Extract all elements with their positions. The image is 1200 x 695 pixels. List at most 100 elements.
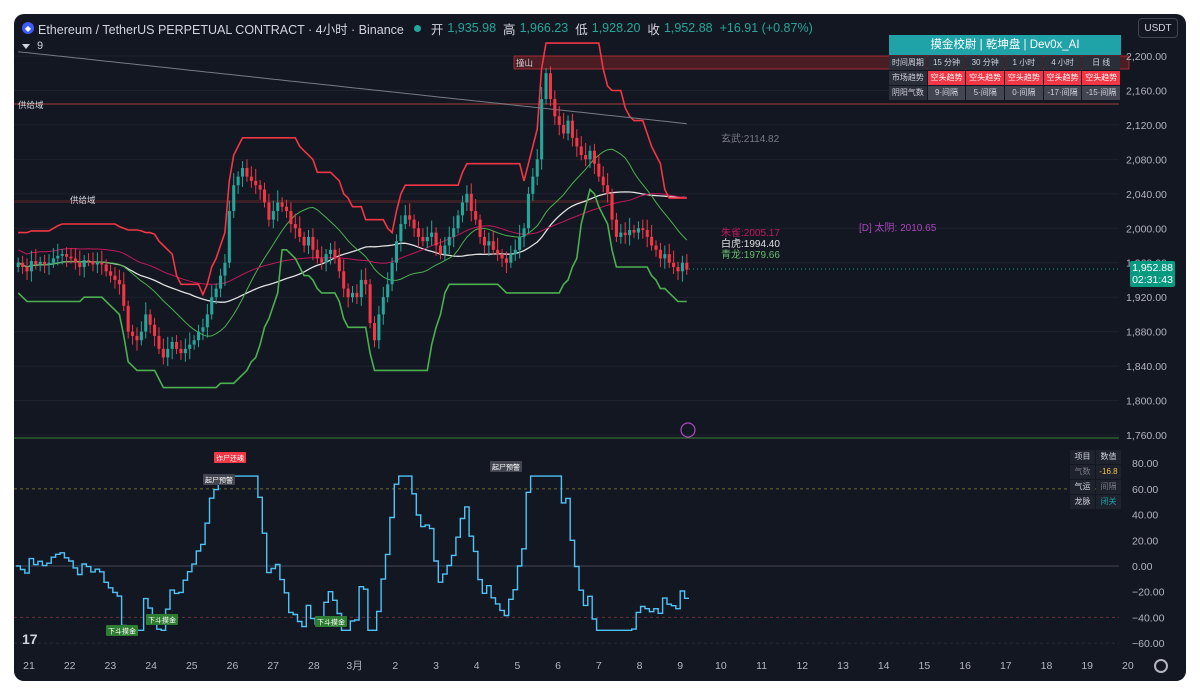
candle-body <box>465 193 469 203</box>
sub-table-key: 气数 <box>1070 465 1095 479</box>
time-tick-label: 23 <box>105 660 117 672</box>
candle-body <box>324 254 328 263</box>
candle-body <box>320 258 324 263</box>
time-tick-label: 4 <box>474 660 480 672</box>
open-value: 1,935.98 <box>447 21 497 35</box>
zone-label: 供给域 <box>70 195 96 205</box>
high-label: 高 <box>503 22 516 37</box>
candle-body <box>584 155 588 160</box>
info-header-cell: 30 分钟 <box>966 56 1005 70</box>
time-tick-label: 21 <box>23 660 35 672</box>
candle-body <box>170 341 174 349</box>
candle-body <box>685 262 689 270</box>
candle-body <box>438 245 443 255</box>
osc-tick-label: 40.00 <box>1132 510 1158 522</box>
down-tag: 下斗摸金 <box>148 616 176 625</box>
osc-tick-label: 0.00 <box>1132 561 1153 573</box>
level-label: [D] 太阴: 2010.65 <box>859 221 937 234</box>
down-tag: 下斗摸金 <box>108 627 136 636</box>
candle-body <box>381 297 385 315</box>
sub-table-value: 闭关 <box>1096 495 1121 509</box>
candle-body <box>197 331 201 341</box>
candle-body <box>91 261 95 265</box>
candle-body <box>315 249 319 259</box>
candle-body <box>179 348 183 354</box>
candle-body <box>592 150 596 164</box>
trend-cell: 空头趋势 <box>966 71 1005 85</box>
candle-body <box>421 236 425 242</box>
candle-body <box>544 73 548 100</box>
candle-body <box>166 348 170 358</box>
candle-body <box>289 211 293 224</box>
time-tick-label: 16 <box>959 660 971 672</box>
candle-body <box>328 249 333 255</box>
candle-body <box>658 249 662 259</box>
candle-body <box>460 202 465 216</box>
price-tick-label: 1,920.00 <box>1126 292 1167 304</box>
candle-body <box>337 258 341 272</box>
candle-body <box>570 120 574 138</box>
level-label: 白虎:1994.40 <box>721 237 780 250</box>
sub-table-row: 气数 -16.8 <box>1070 465 1122 479</box>
candle-body <box>513 249 517 255</box>
osc-tick-label: 60.00 <box>1132 484 1158 496</box>
down-tag: 下斗摸金 <box>317 618 345 627</box>
candle-body <box>16 262 20 268</box>
symbol-legend[interactable]: ◆ Ethereum / TetherUS PERPETUAL CONTRACT… <box>22 20 816 37</box>
candle-body <box>350 292 355 298</box>
trend-cell: 空头趋势 <box>1082 71 1121 85</box>
candle-body <box>579 146 583 156</box>
candle-body <box>126 305 130 332</box>
candle-body <box>192 340 196 345</box>
candle-body <box>447 236 451 246</box>
lightning-icon <box>680 422 696 438</box>
time-tick-label: 20 <box>1122 660 1134 672</box>
zhashi-tag-bg <box>214 452 246 463</box>
candle-body <box>267 202 271 220</box>
time-tick-label: 12 <box>796 660 808 672</box>
trend-row: 市场趋势 空头趋势 空头趋势 空头趋势 空头趋势 空头趋势 <box>889 71 1121 85</box>
time-tick-label: 9 <box>677 660 683 672</box>
candle-body <box>258 185 262 190</box>
open-label: 开 <box>430 22 444 37</box>
candle-body <box>87 260 91 262</box>
candle-body <box>280 202 284 207</box>
candle-body <box>641 228 645 230</box>
candle-body <box>650 236 654 246</box>
time-tick-label: 18 <box>1041 660 1053 672</box>
yinyang-cell: 5·间隔 <box>966 86 1005 100</box>
candle-body <box>69 256 73 259</box>
yinyang-cell: -17·间隔 <box>1043 86 1082 100</box>
candle-body <box>214 288 218 298</box>
candle-body <box>557 116 561 125</box>
low-label: 低 <box>575 22 588 37</box>
close-value: 1,952.88 <box>663 21 713 35</box>
time-tick-label: 8 <box>637 660 643 672</box>
sub-table-header-cell: 数值 <box>1096 450 1121 464</box>
candle-body <box>227 211 231 263</box>
candle-body <box>368 284 372 324</box>
info-header-row: 时间周期 15 分钟 30 分钟 1 小时 4 小时 日 线 <box>889 56 1121 70</box>
sub-table-key: 龙脉 <box>1070 495 1095 509</box>
info-header-cell: 日 线 <box>1082 56 1121 70</box>
close-label: 收 <box>647 22 660 37</box>
gear-icon[interactable] <box>1154 659 1168 673</box>
price-tick-label: 1,760.00 <box>1126 430 1167 442</box>
candle-body <box>38 261 42 265</box>
candle-body <box>597 163 601 177</box>
indicator-legend-toggle[interactable]: 9 <box>22 40 43 52</box>
price-chart[interactable]: 2,200.00 2,160.00 2,120.00 2,080.00 2,040.00… <box>14 14 1186 681</box>
qishi-tag: 起尸预警 <box>205 476 233 485</box>
trend-info-table: 摸金校尉 | 乾坤盘 | Dev0x_AI 时间周期 15 分钟 30 分钟 1… <box>889 35 1121 100</box>
candle-body <box>452 228 456 237</box>
currency-button[interactable]: USDT <box>1138 18 1178 38</box>
sub-table-row: 气运 间隔 <box>1070 480 1122 494</box>
candle-body <box>676 267 680 272</box>
time-tick-label: 15 <box>919 660 931 672</box>
candle-body <box>478 219 482 237</box>
candle-body <box>487 241 491 246</box>
tradingview-logo-icon[interactable]: 17 <box>22 631 38 647</box>
time-tick-label: 19 <box>1081 660 1093 672</box>
time-tick-label: 27 <box>267 660 279 672</box>
candle-body <box>262 189 267 203</box>
